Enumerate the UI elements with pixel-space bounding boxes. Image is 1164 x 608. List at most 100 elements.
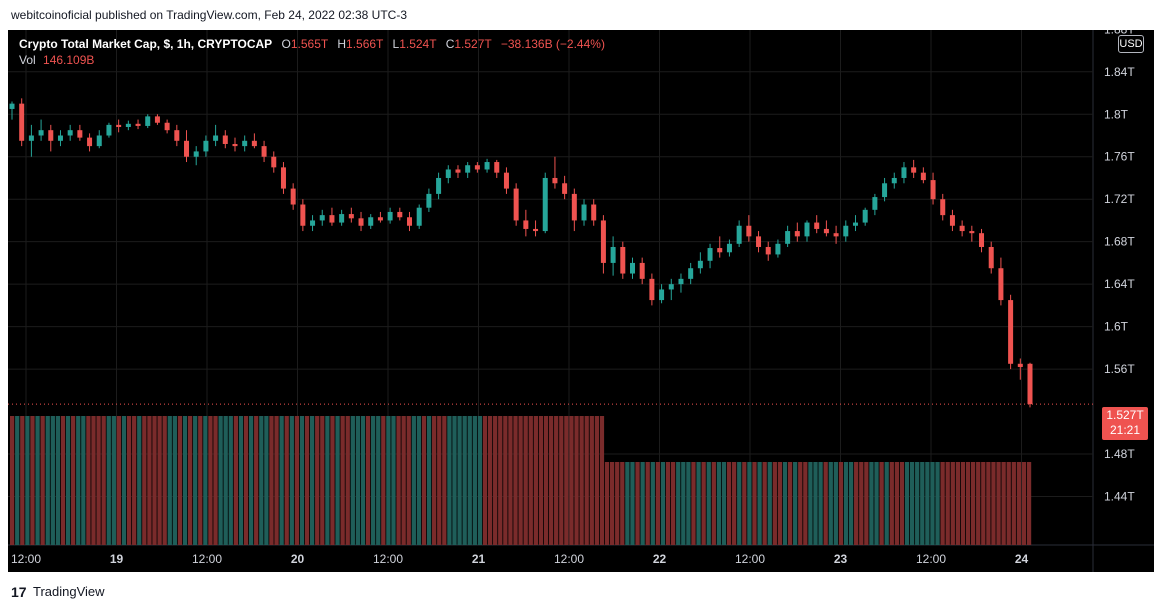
candle-body xyxy=(145,116,151,126)
volume-bar xyxy=(859,462,864,545)
candle-body xyxy=(949,215,955,226)
candle-body xyxy=(154,116,160,123)
volume-bar xyxy=(569,416,574,545)
candle-body xyxy=(901,167,907,178)
volume-bar xyxy=(513,416,518,545)
candle-body xyxy=(814,222,820,229)
volume-bar xyxy=(121,416,127,545)
candle-body xyxy=(707,248,713,261)
volume-bar xyxy=(335,416,340,545)
volume-bar xyxy=(930,462,935,545)
candle-body xyxy=(533,228,539,232)
volume-bar xyxy=(132,416,137,545)
volume-bar xyxy=(909,462,915,545)
x-tick-label: 22 xyxy=(653,552,667,566)
volume-bar xyxy=(472,416,477,545)
volume-bar xyxy=(386,416,391,545)
volume-bar xyxy=(798,462,803,545)
volume-bar xyxy=(259,416,264,545)
volume-bar xyxy=(523,416,528,545)
candle-body xyxy=(523,220,529,229)
currency-badge[interactable]: USD xyxy=(1118,35,1144,53)
volume-bar xyxy=(477,416,483,545)
x-tick-label: 12:00 xyxy=(735,552,765,566)
open-label: O xyxy=(281,37,291,51)
volume-bar xyxy=(223,416,228,545)
volume-bar xyxy=(452,416,457,545)
volume-bar xyxy=(635,462,640,545)
candle-body xyxy=(48,130,54,141)
volume-bar xyxy=(172,416,177,545)
volume-bar xyxy=(874,462,879,545)
volume-bar xyxy=(757,462,762,545)
high-value: 1.566T xyxy=(346,37,384,51)
volume-bar xyxy=(355,416,361,545)
candle-body xyxy=(290,188,296,205)
volume-bar xyxy=(254,416,259,545)
volume-bar xyxy=(813,462,818,545)
candle-body xyxy=(746,225,752,237)
volume-bar xyxy=(498,416,503,545)
volume-bar xyxy=(564,416,569,545)
volume-label: Vol xyxy=(19,53,36,67)
candle-body xyxy=(455,169,461,173)
volume-bar xyxy=(691,462,696,545)
candle-body xyxy=(407,217,413,226)
close-label: C xyxy=(445,37,455,51)
candle-body xyxy=(911,167,917,173)
candle-body xyxy=(77,130,83,138)
y-tick-label: 1.56T xyxy=(1104,362,1135,376)
candle-body xyxy=(339,214,345,223)
volume-bar xyxy=(152,416,157,545)
volume-bar xyxy=(701,462,706,545)
volume-bar xyxy=(65,416,71,545)
volume-bar xyxy=(854,462,859,545)
volume-bar xyxy=(676,462,681,545)
candle-body xyxy=(125,123,131,127)
volume-bar xyxy=(920,462,925,545)
volume-bar xyxy=(543,416,549,545)
candle-body xyxy=(251,140,257,147)
candle-body xyxy=(426,193,432,208)
volume-bar xyxy=(594,416,600,545)
candle-body xyxy=(765,246,771,255)
candle-body xyxy=(688,268,694,279)
volume-bar xyxy=(228,416,233,545)
volume-bar xyxy=(803,462,808,545)
candle-body xyxy=(193,151,199,157)
volume-bar xyxy=(1006,462,1011,545)
volume-bar xyxy=(437,416,442,545)
volume-bar xyxy=(350,416,355,545)
tradingview-brand[interactable]: TradingView xyxy=(33,584,105,599)
volume-bar xyxy=(986,462,991,545)
price-chart[interactable]: 1.88T 1.84T 1.8T 1.76T 1.72T 1.68T 1.64T 1.6T 1.… xyxy=(8,30,1154,572)
volume-bar xyxy=(269,416,274,545)
chart-frame[interactable]: 1.88T 1.84T 1.8T 1.76T 1.72T 1.68T 1.64T 1.6T 1.… xyxy=(8,30,1154,572)
volume-bar xyxy=(950,462,955,545)
candle-body xyxy=(503,172,509,189)
candle-body xyxy=(213,135,219,141)
candle-body xyxy=(542,177,548,232)
volume-bar xyxy=(793,462,798,545)
volume-bar xyxy=(442,416,447,545)
volume-bar xyxy=(309,416,315,545)
volume-bar xyxy=(203,416,208,545)
candle-body xyxy=(67,130,73,136)
published-text: webitcoinoficial published on TradingVie… xyxy=(11,8,408,22)
y-tick-label: 1.44T xyxy=(1104,490,1135,504)
candle-body xyxy=(639,262,645,279)
candle-body xyxy=(300,204,306,226)
candle-body xyxy=(969,231,975,234)
candle-body xyxy=(930,180,936,200)
volume-bar xyxy=(320,416,325,545)
volume-bar xyxy=(787,462,793,545)
volume-bar xyxy=(482,416,488,545)
volume-bar xyxy=(376,416,381,545)
volume-bar xyxy=(762,462,767,545)
candle-body xyxy=(823,228,829,234)
volume-bar xyxy=(157,416,162,545)
volume-bar xyxy=(365,416,371,545)
volume-bar xyxy=(432,416,437,545)
volume-bar xyxy=(940,462,945,545)
volume-bar xyxy=(147,416,152,545)
